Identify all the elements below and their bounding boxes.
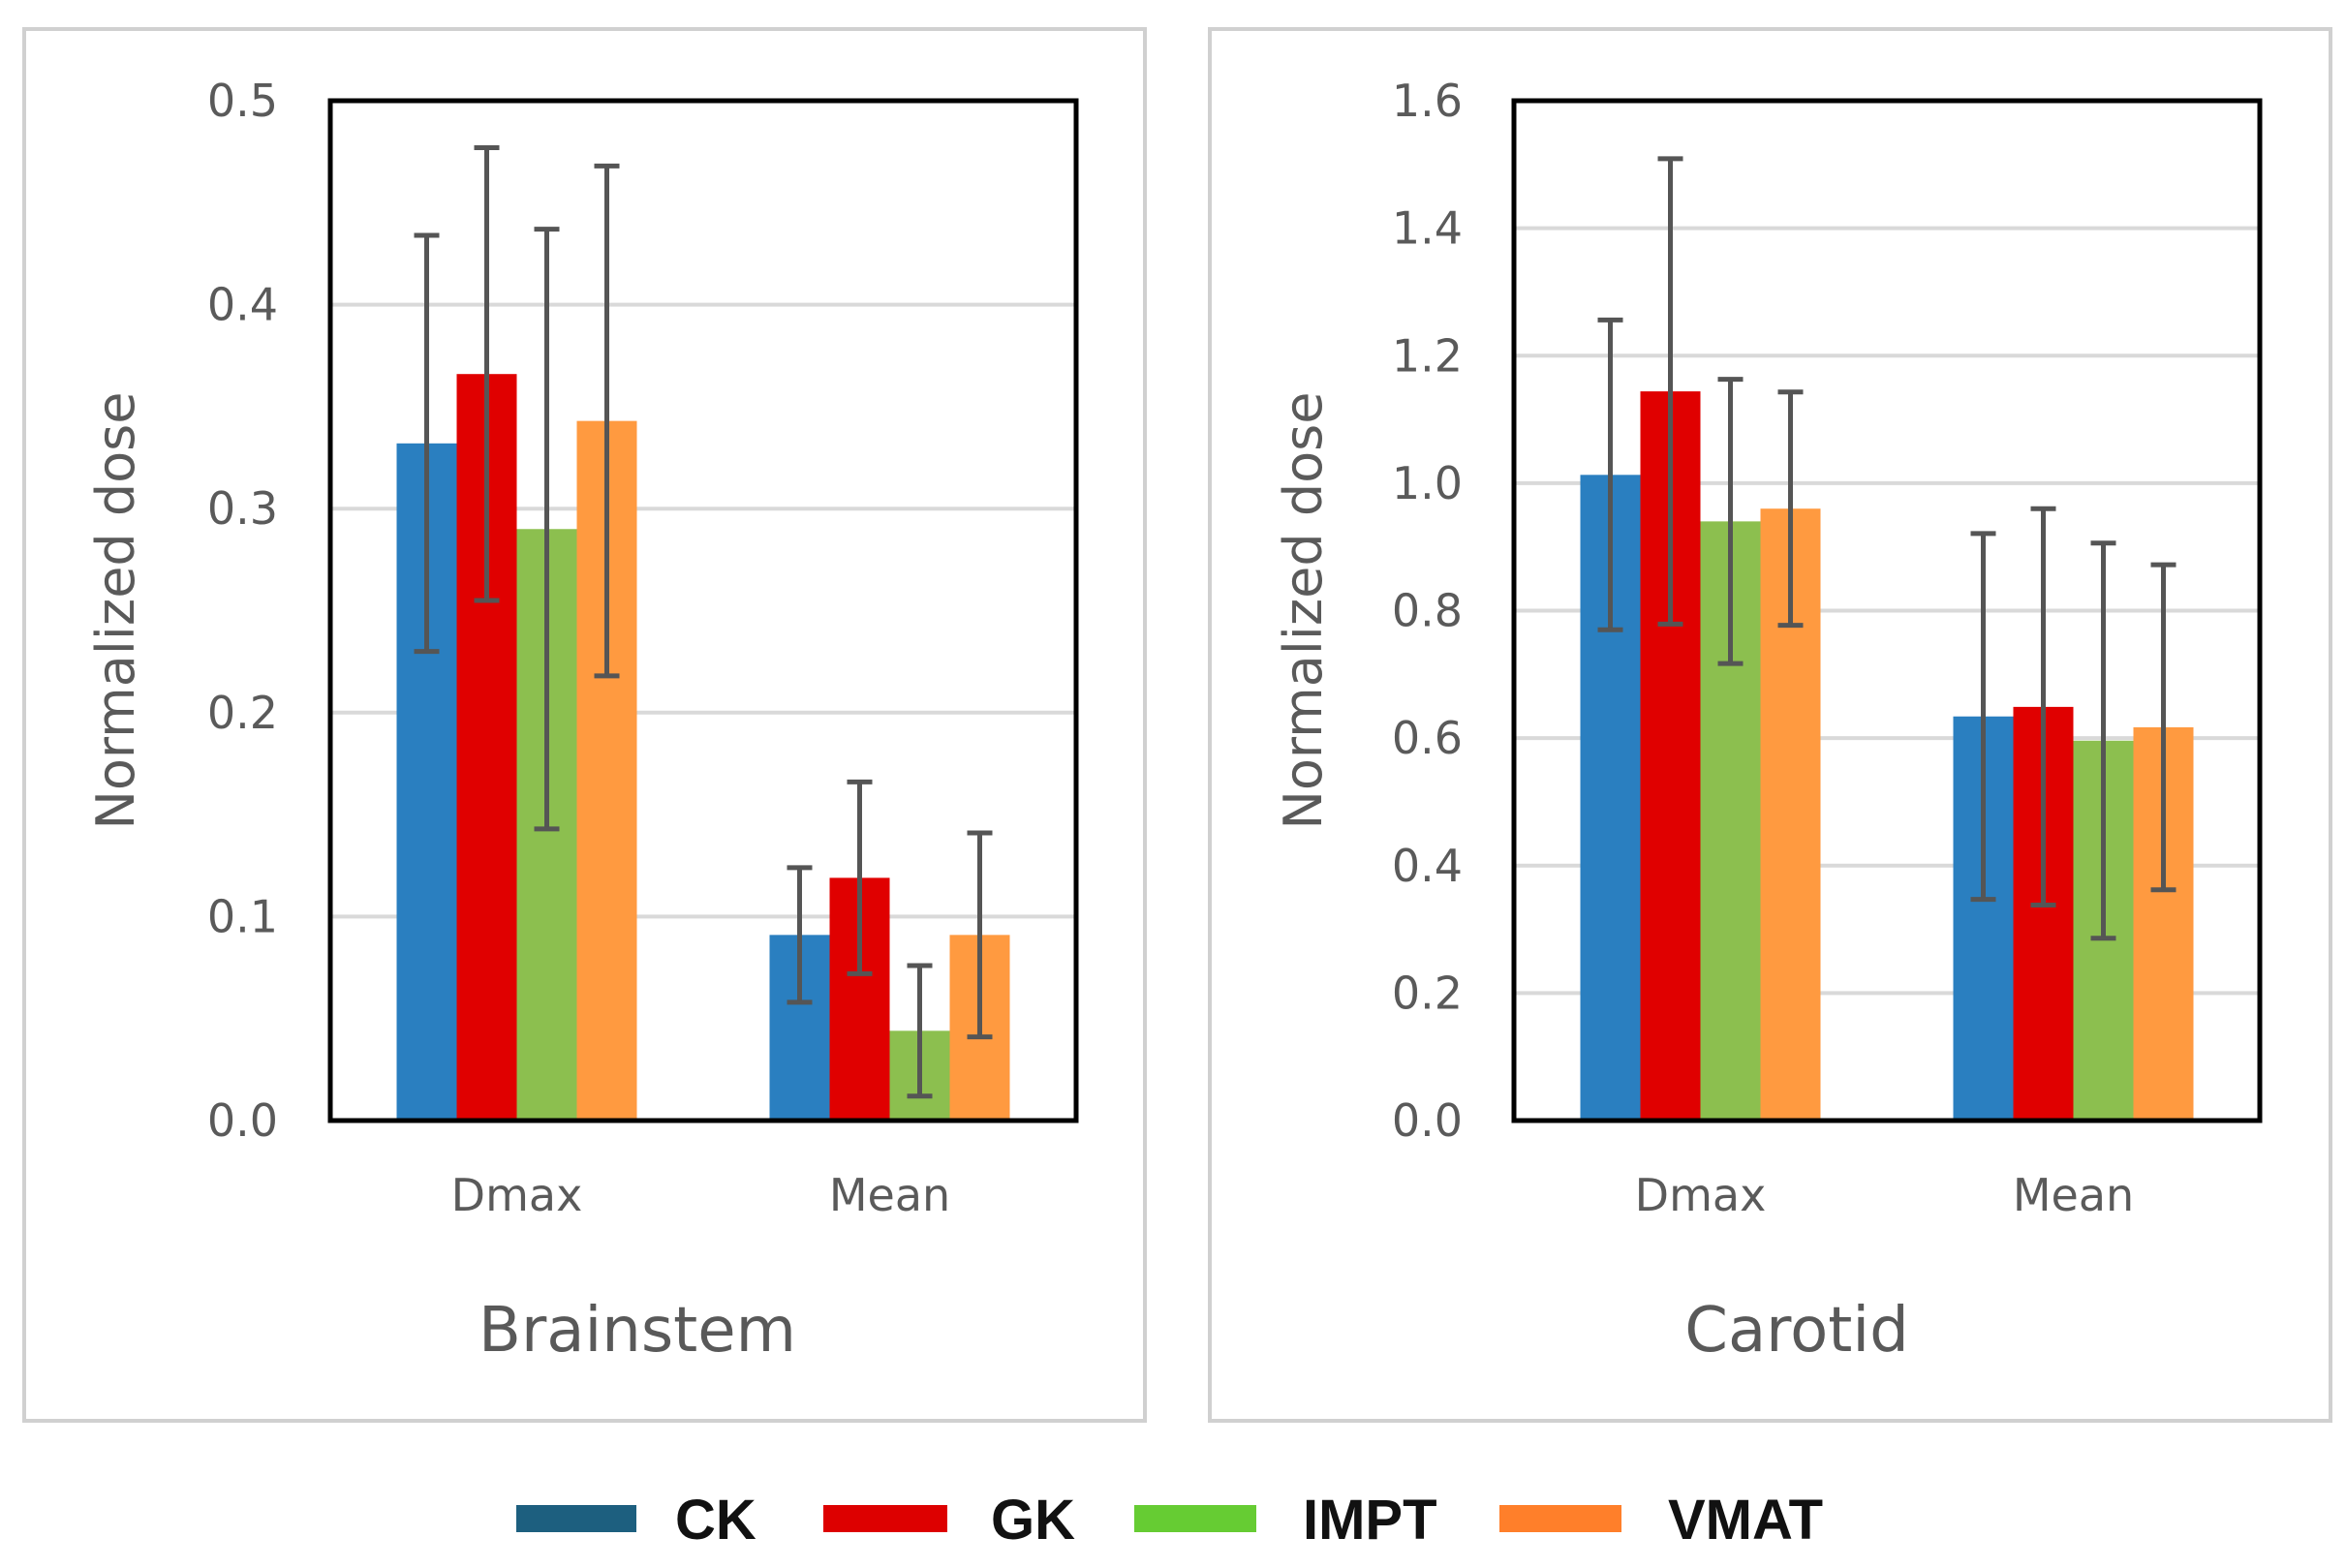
y-tick-label: 1.4 (1392, 202, 1463, 255)
legend-swatch-gk (823, 1505, 947, 1532)
y-tick-label: 0.4 (1392, 840, 1463, 892)
y-tick-label: 0.6 (1392, 712, 1463, 764)
x-category-label: Dmax (451, 1169, 583, 1221)
plot-frame-carotid (1511, 98, 2263, 1123)
error-bar-carotid-mean-vmat (2150, 562, 2176, 893)
chart-title: Brainstem (478, 1295, 796, 1367)
error-bar-carotid-mean-gk (2030, 506, 2056, 908)
y-tick-label: 0.0 (207, 1094, 278, 1147)
error-bar-brainstem-dmax-ck (414, 232, 440, 655)
legend-swatch-vmat (1499, 1505, 1621, 1532)
legend-label-vmat: VMAT (1668, 1489, 1823, 1552)
error-bar-carotid-dmax-impt (1717, 377, 1744, 666)
legend-label-ck: CK (675, 1489, 756, 1552)
error-bar-carotid-dmax-vmat (1777, 389, 1804, 629)
error-bar-carotid-mean-impt (2090, 540, 2116, 941)
plot-frame-brainstem (327, 98, 1079, 1123)
error-bar-brainstem-dmax-vmat (594, 163, 620, 679)
error-bar-brainstem-dmax-impt (534, 227, 560, 832)
legend-swatch-impt (1134, 1505, 1256, 1532)
y-tick-label: 0.0 (1392, 1094, 1463, 1147)
y-axis-title: Normalized dose (1273, 391, 1334, 829)
y-tick-label: 0.2 (207, 687, 278, 739)
chart-carotid: 0.0 0.2 0.4 0.6 0.8 1.0 1.2 1.4 1.6 Dmax Mean Norma… (1208, 27, 2332, 1423)
chart-brainstem: 0.0 0.1 0.2 0.3 0.4 0.5 Dmax Mean Normalized dos… (22, 27, 1147, 1423)
legend-label-gk: GK (991, 1489, 1075, 1552)
x-category-label: Mean (2013, 1169, 2134, 1221)
y-tick-label: 1.0 (1392, 457, 1463, 509)
error-bar-carotid-dmax-ck (1597, 317, 1623, 632)
y-tick-label: 0.3 (207, 482, 278, 535)
error-bar-carotid-dmax-gk (1657, 156, 1683, 627)
x-category-label: Dmax (1635, 1169, 1767, 1221)
y-tick-label: 1.6 (1392, 75, 1463, 127)
error-bar-carotid-mean-ck (1970, 531, 1996, 903)
y-axis-title: Normalized dose (85, 391, 146, 829)
error-bar-brainstem-dmax-gk (474, 144, 500, 603)
x-category-label: Mean (829, 1169, 950, 1221)
legend-swatch-ck (516, 1505, 636, 1532)
y-tick-label: 0.1 (207, 890, 278, 942)
error-bar-brainstem-mean-vmat (967, 830, 993, 1040)
chart-panels: 0.0 0.1 0.2 0.3 0.4 0.5 Dmax Mean Normalized dos… (22, 27, 2332, 1423)
y-tick-label: 1.2 (1392, 329, 1463, 382)
y-tick-label: 0.2 (1392, 967, 1463, 1019)
error-bar-brainstem-mean-ck (787, 865, 813, 1005)
error-bar-brainstem-mean-gk (847, 779, 873, 976)
chart-title: Carotid (1684, 1295, 1908, 1367)
y-tick-label: 0.5 (207, 75, 278, 127)
legend-label-impt: IMPT (1303, 1489, 1437, 1552)
y-tick-label: 0.4 (207, 279, 278, 331)
error-bar-brainstem-mean-impt (907, 963, 933, 1099)
legend: CK GK IMPT VMAT (516, 1489, 1823, 1552)
y-tick-label: 0.8 (1392, 585, 1463, 637)
